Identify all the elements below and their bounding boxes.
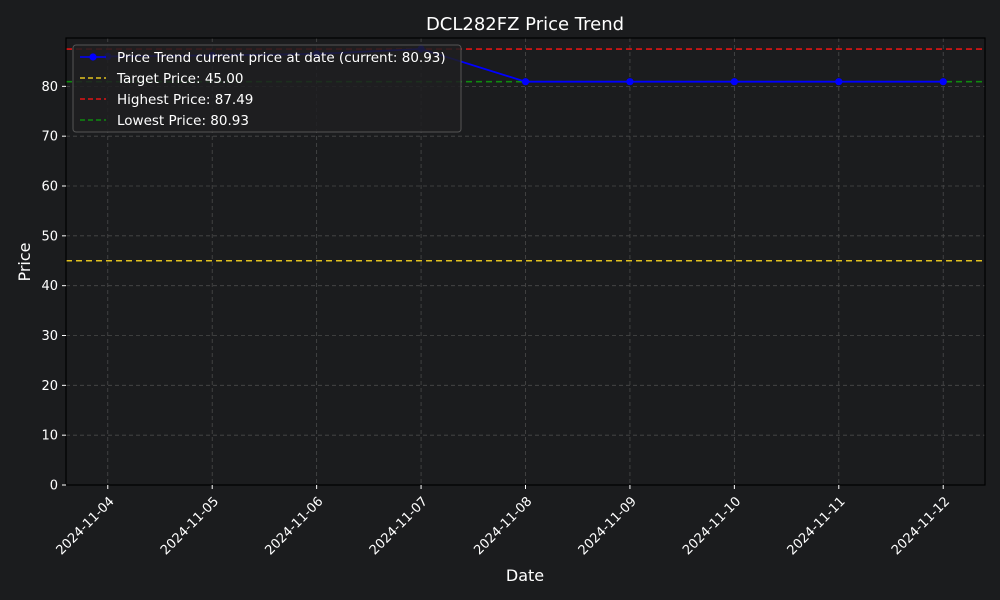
legend-label-target: Target Price: 45.00 bbox=[116, 71, 243, 87]
legend-label-price-trend: Price Trend current price at date (curre… bbox=[117, 50, 446, 66]
y-tick-label: 20 bbox=[41, 379, 58, 394]
y-tick-label: 0 bbox=[50, 479, 58, 494]
x-axis-label: Date bbox=[506, 566, 544, 585]
y-tick-label: 50 bbox=[41, 229, 58, 244]
y-tick-label: 70 bbox=[41, 130, 58, 145]
legend-label-highest: Highest Price: 87.49 bbox=[117, 92, 253, 108]
y-tick-label: 10 bbox=[41, 429, 58, 444]
y-axis-label: Price bbox=[15, 242, 34, 281]
y-axis-ticks: 0 10 20 30 40 50 60 70 80 bbox=[41, 80, 66, 494]
y-tick-label: 60 bbox=[41, 180, 58, 195]
y-tick-label: 40 bbox=[41, 279, 58, 294]
data-point-4 bbox=[521, 78, 530, 86]
legend-label-lowest: Lowest Price: 80.93 bbox=[117, 113, 249, 129]
chart-title: DCL282FZ Price Trend bbox=[426, 14, 624, 35]
data-point-6 bbox=[730, 78, 738, 86]
legend: Price Trend current price at date (curre… bbox=[72, 44, 462, 133]
data-point-5 bbox=[626, 78, 634, 86]
data-point-8 bbox=[939, 78, 947, 86]
y-tick-label: 80 bbox=[41, 80, 58, 95]
data-point-7 bbox=[835, 78, 843, 86]
legend-box bbox=[72, 44, 462, 133]
y-tick-label: 30 bbox=[41, 329, 58, 344]
legend-marker-price-trend bbox=[89, 53, 97, 61]
